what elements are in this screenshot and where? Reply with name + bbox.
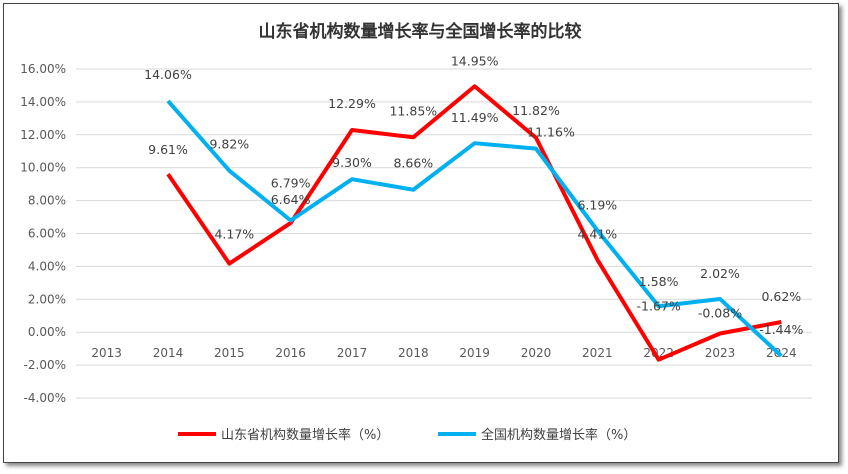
data-label: 11.85%: [389, 103, 437, 118]
x-tick-label: 2016: [275, 346, 306, 360]
y-tick-label: -4.00%: [24, 391, 66, 405]
x-tick-label: 2020: [521, 346, 552, 360]
y-tick-label: 8.00%: [28, 194, 66, 208]
data-label: 14.06%: [144, 67, 192, 82]
data-label: 4.17%: [214, 227, 254, 242]
x-tick-label: 2019: [459, 346, 490, 360]
data-label: 4.41%: [577, 227, 617, 242]
data-label: 6.19%: [577, 197, 617, 212]
legend-label: 全国机构数量增长率（%）: [481, 427, 636, 443]
y-tick-label: -2.00%: [24, 358, 66, 372]
data-label: 12.29%: [328, 96, 376, 111]
y-tick-label: 10.00%: [20, 161, 66, 175]
data-label: -0.08%: [698, 306, 742, 321]
data-label: -1.67%: [637, 299, 681, 314]
chart-title: 山东省机构数量增长率与全国增长率的比较: [259, 21, 582, 42]
y-tick-label: 12.00%: [20, 128, 66, 142]
data-label: 11.49%: [451, 110, 499, 125]
y-tick-label: 6.00%: [28, 227, 66, 241]
data-label: 11.82%: [512, 103, 560, 118]
data-label: 6.79%: [271, 176, 311, 191]
series-line-1: [166, 99, 783, 358]
data-label: 2.02%: [700, 266, 740, 281]
data-label: 9.30%: [332, 155, 372, 170]
series-line-0: [166, 84, 782, 362]
y-tick-label: 2.00%: [28, 292, 66, 306]
x-tick-label: 2023: [705, 346, 736, 360]
y-tick-label: 16.00%: [20, 62, 66, 76]
data-label: 1.58%: [639, 274, 679, 289]
data-label: 9.61%: [148, 142, 188, 157]
x-tick-label: 2017: [337, 346, 368, 360]
data-label: 11.16%: [527, 125, 575, 140]
y-tick-label: 0.00%: [28, 325, 66, 339]
data-label: -1.44%: [759, 322, 803, 337]
legend-label: 山东省机构数量增长率（%）: [221, 427, 389, 443]
x-tick-label: 2018: [398, 346, 429, 360]
data-label: 8.66%: [393, 156, 433, 171]
data-label: 0.62%: [761, 289, 801, 304]
x-tick-label: 2021: [582, 346, 613, 360]
y-tick-label: 4.00%: [28, 259, 66, 273]
data-label: 6.64%: [271, 192, 311, 207]
y-tick-label: 14.00%: [20, 95, 66, 109]
data-label: 14.95%: [451, 53, 499, 68]
x-tick-label: 2015: [214, 346, 245, 360]
x-tick-label: 2014: [153, 346, 184, 360]
x-tick-label: 2013: [91, 346, 122, 360]
data-label: 9.82%: [209, 137, 249, 152]
